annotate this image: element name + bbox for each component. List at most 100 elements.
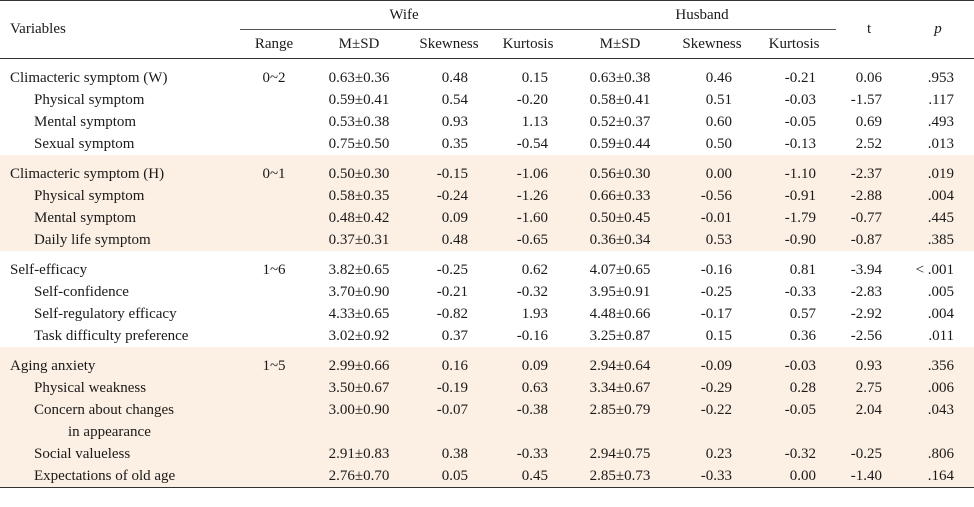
t-value-cell: 2.04 (836, 399, 903, 421)
variable-label-continued: in appearance (0, 421, 240, 443)
t-value-cell: 0.69 (855, 113, 883, 130)
header-wife-msd: M±SD (308, 30, 410, 59)
t-value-cell: -0.87 (836, 229, 903, 251)
header-p: p (902, 0, 974, 59)
husband-msd-cell: 4.07±0.65 (589, 261, 651, 278)
wife-skewness-cell: -0.82 (436, 305, 468, 322)
variable-label: Climacteric symptom (W) (10, 69, 168, 86)
husband-kurtosis-cell: 0.57 (789, 305, 817, 322)
spacer-cell (0, 155, 974, 163)
husband-msd-cell: 0.36±0.34 (568, 229, 673, 251)
husband-msd-cell: 0.50±0.45 (568, 207, 673, 229)
t-value-cell: 0.93 (836, 355, 903, 377)
variable-label: Climacteric symptom (H) (0, 163, 240, 185)
header-row-1: Variables Wife Husband t p (0, 0, 974, 59)
wife-msd-cell: 2.99±0.66 (308, 355, 410, 377)
husband-msd-cell: 2.85±0.73 (568, 465, 673, 488)
range-cell: 0~1 (240, 163, 308, 185)
table-row: Task difficulty preference 3.02±0.92 0.37 -… (0, 325, 974, 347)
header-wife-kurtosis: Kurtosis (488, 30, 569, 59)
range-cell (240, 399, 308, 421)
header-husband-msd: M±SD (568, 30, 673, 59)
variable-label: Self-efficacy (10, 261, 88, 278)
wife-msd-cell: 0.63±0.36 (328, 69, 390, 86)
wife-skewness-cell: 0.48 (410, 229, 488, 251)
husband-kurtosis-cell: -1.10 (752, 163, 837, 185)
husband-skewness-cell: -0.01 (672, 207, 753, 229)
t-value-cell: -3.94 (850, 261, 883, 278)
table-row: Mental symptom 0.48±0.42 0.09 -1.60 0.50±0.4… (0, 207, 974, 229)
husband-msd-cell: 0.52±0.37 (589, 113, 651, 130)
p-value-cell: .164 (902, 465, 974, 488)
p-value-cell: .013 (927, 135, 955, 152)
p-value-cell: .006 (902, 377, 974, 399)
wife-msd-cell: 3.02±0.92 (328, 327, 390, 344)
p-value-cell: .445 (902, 207, 974, 229)
wife-kurtosis-cell: -0.65 (488, 229, 569, 251)
table-row: Self-regulatory efficacy 4.33±0.65 -0.82 1.… (0, 303, 974, 325)
variable-label: Self-confidence (34, 283, 129, 300)
wife-skewness-cell: -0.19 (410, 377, 488, 399)
variable-label: Expectations of old age (0, 465, 240, 488)
husband-kurtosis-cell: -0.91 (752, 185, 837, 207)
p-value-cell: .117 (928, 91, 955, 108)
husband-kurtosis-cell: -0.03 (752, 355, 837, 377)
wife-kurtosis-cell: -0.16 (516, 327, 549, 344)
wife-kurtosis-cell: -0.38 (488, 399, 569, 421)
empty-cell (568, 421, 673, 443)
variable-label: Sexual symptom (34, 135, 135, 152)
empty-cell (672, 421, 753, 443)
statistics-table: Variables Wife Husband t p Range M±SD Sk… (0, 0, 974, 488)
husband-skewness-cell: 0.46 (705, 69, 733, 86)
t-value-cell: -2.92 (850, 305, 883, 322)
range-cell (240, 185, 308, 207)
wife-skewness-cell: -0.24 (410, 185, 488, 207)
table-row: Physical symptom 0.59±0.41 0.54 -0.20 0.58±0… (0, 89, 974, 111)
wife-skewness-cell: 0.38 (410, 443, 488, 465)
variable-label: Physical symptom (0, 185, 240, 207)
husband-skewness-cell: 0.53 (672, 229, 753, 251)
p-value-cell: .356 (902, 355, 974, 377)
husband-kurtosis-cell: -0.32 (752, 443, 837, 465)
husband-skewness-cell: -0.25 (700, 283, 733, 300)
p-value-cell: .011 (928, 327, 955, 344)
wife-kurtosis-cell: -0.33 (488, 443, 569, 465)
husband-kurtosis-cell: -0.13 (784, 135, 817, 152)
spacer-cell (0, 347, 974, 355)
husband-skewness-cell: -0.29 (672, 377, 753, 399)
group-spacer (0, 155, 974, 163)
wife-kurtosis-cell: -1.60 (488, 207, 569, 229)
range-cell: 0~2 (262, 69, 286, 86)
range-cell: 1~6 (262, 261, 286, 278)
empty-cell (752, 421, 837, 443)
wife-skewness-cell: 0.09 (410, 207, 488, 229)
wife-msd-cell: 3.00±0.90 (308, 399, 410, 421)
wife-kurtosis-cell: 0.62 (521, 261, 549, 278)
husband-skewness-cell: 0.23 (672, 443, 753, 465)
t-value-cell: -2.37 (836, 163, 903, 185)
husband-kurtosis-cell: -0.90 (752, 229, 837, 251)
header-husband-skewness: Skewness (672, 30, 753, 59)
t-value-cell: 2.52 (855, 135, 883, 152)
range-cell (240, 229, 308, 251)
wife-msd-cell: 0.37±0.31 (308, 229, 410, 251)
table-row: Daily life symptom 0.37±0.31 0.48 -0.65 0.36… (0, 229, 974, 251)
husband-kurtosis-cell: 0.36 (789, 327, 817, 344)
p-value-cell: .493 (927, 113, 955, 130)
wife-kurtosis-cell: 0.45 (488, 465, 569, 488)
wife-msd-cell: 0.75±0.50 (328, 135, 390, 152)
range-cell (240, 133, 308, 155)
husband-msd-cell: 0.56±0.30 (568, 163, 673, 185)
empty-cell (902, 421, 974, 443)
range-cell (240, 377, 308, 399)
wife-kurtosis-cell: -1.06 (488, 163, 569, 185)
wife-msd-cell: 3.82±0.65 (328, 261, 390, 278)
wife-skewness-cell: 0.35 (441, 135, 468, 152)
header-husband: Husband (568, 1, 837, 31)
wife-skewness-cell: 0.37 (441, 327, 468, 344)
wife-msd-cell: 0.48±0.42 (308, 207, 410, 229)
t-value-cell: -0.25 (836, 443, 903, 465)
table-body: Climacteric symptom (W) 0~2 0.63±0.36 0.48 0… (0, 59, 974, 488)
p-value-cell: .019 (902, 163, 974, 185)
husband-skewness-cell: 0.50 (705, 135, 733, 152)
